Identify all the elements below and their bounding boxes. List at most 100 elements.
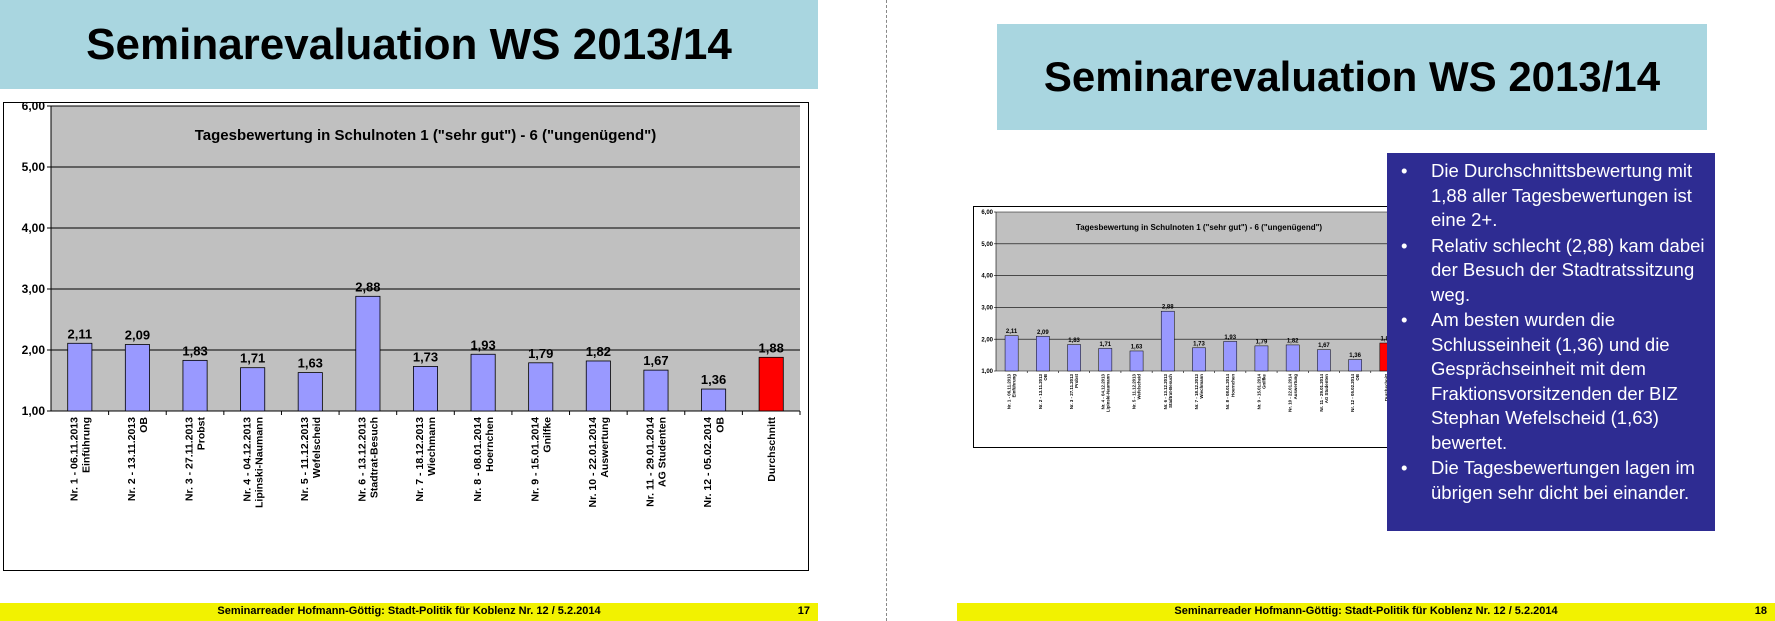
y-tick-label: 5,00 bbox=[981, 242, 993, 248]
y-tick-label: 4,00 bbox=[981, 274, 993, 280]
x-tick-label-line: Nr. 10 - 22.01.2014 bbox=[1288, 373, 1293, 411]
x-tick-label-line: Wiechmann bbox=[426, 417, 438, 476]
x-tick-label-line: Nr. 3 - 27.11.2013 bbox=[184, 417, 196, 501]
x-tick-label-line: Einführung bbox=[81, 417, 93, 473]
x-tick-label-line: Lipinski-Naumann bbox=[253, 417, 265, 508]
bullet-item: Die Durchschnittsbewertung mit 1,88 alle… bbox=[1401, 159, 1705, 233]
chart-title: Tagesbewertung in Schulnoten 1 ("sehr gu… bbox=[1076, 223, 1322, 232]
x-tick-label-line: AG Studenten bbox=[657, 417, 669, 487]
x-tick-label-line: Nr. 8 - 08.01.2014 bbox=[472, 417, 484, 502]
data-label: 1,88 bbox=[759, 340, 784, 355]
x-tick-label-line: Einführung bbox=[1012, 374, 1017, 398]
bar bbox=[701, 388, 727, 412]
page-divider bbox=[886, 0, 887, 621]
data-label: 2,09 bbox=[1037, 330, 1049, 336]
x-tick-label-line: Nr. 5 - 11.12.2013 bbox=[1132, 373, 1137, 409]
x-tick-label-line: Wefelscheid bbox=[311, 417, 323, 478]
bar bbox=[67, 342, 93, 412]
slide-footer: Seminarreader Hofmann-Göttig: Stadt-Poli… bbox=[0, 603, 818, 621]
x-tick-label-line: Nr. 12 - 05.02.2014 bbox=[702, 417, 714, 508]
x-tick-label-line: Nr. 6 - 13.12.2013 bbox=[1163, 373, 1168, 409]
bar bbox=[758, 356, 784, 412]
x-tick-label: Nr. 5 - 11.12.2013Wefelscheid bbox=[299, 417, 323, 501]
chart-large: 1,00 2,00 3,00 4,00 5,00 6,00 2,11 Nr. 1 - 06.1… bbox=[3, 99, 809, 571]
page-number: 17 bbox=[797, 605, 810, 617]
bar bbox=[643, 369, 669, 412]
x-tick-label: Nr. 7 - 18.12.2013Wiechmann bbox=[414, 417, 438, 502]
x-tick-label: Durchschnitt bbox=[766, 417, 778, 482]
x-tick-label-line: Nr. 11 - 29.01.2014 bbox=[1319, 373, 1324, 411]
y-tick-label: 4,00 bbox=[22, 221, 46, 235]
chart-small: 1,00 2,00 3,00 4,00 5,00 6,00 2,11 Nr. 1 - 06.1… bbox=[973, 206, 1409, 448]
footer-text: Seminarreader Hofmann-Göttig: Stadt-Poli… bbox=[1174, 605, 1558, 617]
data-label: 1,79 bbox=[528, 346, 553, 361]
data-label: 1,71 bbox=[1099, 342, 1111, 348]
y-tick-label: 6,00 bbox=[981, 210, 993, 216]
bar bbox=[1129, 350, 1144, 372]
x-tick-label: Nr. 9 - 15.01.2014Gnilfke bbox=[529, 417, 553, 502]
x-tick-label: Nr. 6 - 13.12.2013Stadtrat-Besuch bbox=[1163, 373, 1173, 409]
y-tick-label: 1,00 bbox=[981, 369, 993, 375]
bar bbox=[240, 367, 266, 412]
x-tick-label: Nr. 4 - 04.12.2013Lipinski-Naumann bbox=[241, 417, 265, 508]
x-tick-label: Nr. 2 - 13.11.2013OB bbox=[126, 417, 150, 501]
y-tick-label: 1,00 bbox=[22, 404, 46, 418]
x-tick-label: Nr. 3 - 27.11.2013Probst bbox=[184, 417, 208, 502]
slide-title: Seminarevaluation WS 2013/14 bbox=[997, 24, 1707, 130]
x-tick-label-line: Nr. 7 - 18.12.2013 bbox=[1194, 373, 1199, 409]
bar bbox=[413, 366, 438, 412]
bar bbox=[528, 362, 554, 412]
bar bbox=[1004, 335, 1019, 372]
data-label: 1,67 bbox=[1318, 343, 1330, 349]
data-label: 1,63 bbox=[298, 356, 323, 371]
data-label: 1,82 bbox=[1287, 338, 1299, 344]
bar bbox=[1285, 344, 1300, 372]
bar bbox=[1223, 341, 1238, 372]
x-tick-label-line: AG Studenten bbox=[1324, 374, 1329, 404]
x-tick-label: Nr. 6 - 13.12.2013Stadtrat-Besuch bbox=[357, 417, 381, 502]
x-tick-label: Nr. 11 - 29.01.2014AG Studenten bbox=[645, 417, 669, 507]
bullet-item: Die Tagesbewertungen lagen im übrigen se… bbox=[1401, 456, 1705, 505]
chart-title: Tagesbewertung in Schulnoten 1 ("sehr gu… bbox=[195, 127, 657, 144]
bar bbox=[297, 372, 323, 412]
data-label: 1,82 bbox=[586, 344, 611, 359]
y-tick-label: 3,00 bbox=[981, 306, 993, 312]
y-tick-label: 2,00 bbox=[981, 337, 993, 343]
x-tick-label-line: Wefelscheid bbox=[1137, 374, 1142, 400]
data-label: 1,63 bbox=[1131, 344, 1143, 350]
x-tick-label: Nr. 9 - 15.01.2014Gnilfke bbox=[1256, 373, 1266, 409]
y-tick-label: 6,00 bbox=[22, 103, 46, 113]
x-tick-label-line: Auswertung bbox=[599, 417, 611, 478]
x-tick-label-line: Auswertung bbox=[1293, 374, 1298, 400]
x-tick-label-line: Probst bbox=[196, 417, 208, 451]
bar bbox=[1067, 344, 1081, 372]
x-tick-label-line: Nr. 8 - 08.01.2014 bbox=[1225, 373, 1230, 409]
data-label: 1,67 bbox=[643, 353, 668, 368]
x-tick-label: Nr. 10 - 22.01.2014Auswertung bbox=[587, 417, 611, 508]
slide-footer: Seminarreader Hofmann-Göttig: Stadt-Poli… bbox=[957, 603, 1775, 621]
bar bbox=[1254, 345, 1269, 372]
bullet-item: Am besten wurden die Schlusseinheit (1,3… bbox=[1401, 308, 1705, 455]
y-tick-label: 3,00 bbox=[22, 282, 46, 296]
x-tick-label: Nr. 12 - 05.02.2014OB bbox=[702, 417, 726, 508]
x-tick-label-line: Nr. 6 - 13.12.2013 bbox=[357, 417, 369, 502]
x-tick-label: Nr. 3 - 27.11.2013Probst bbox=[1069, 373, 1079, 409]
x-tick-label: Nr. 4 - 04.12.2013Lipinski-Naumann bbox=[1100, 373, 1110, 412]
x-tick-label: Nr. 7 - 18.12.2013Wiechmann bbox=[1194, 373, 1204, 409]
plot-area bbox=[996, 212, 1402, 371]
data-label: 1,73 bbox=[413, 349, 438, 364]
bar bbox=[1192, 347, 1206, 372]
x-tick-label-line: OB bbox=[138, 417, 150, 433]
x-tick-label: Nr. 11 - 29.01.2014AG Studenten bbox=[1319, 373, 1329, 411]
x-tick-label: Nr. 1 - 06.11.2013Einführung bbox=[1007, 373, 1017, 409]
plot-area bbox=[51, 106, 800, 411]
x-tick-label-line: Probst bbox=[1074, 373, 1079, 387]
data-label: 2,09 bbox=[125, 328, 150, 343]
x-tick-label-line: Nr. 2 - 13.11.2013 bbox=[1038, 373, 1043, 409]
y-tick-label: 5,00 bbox=[22, 160, 46, 174]
data-label: 2,11 bbox=[1006, 329, 1018, 335]
slide-title: Seminarevaluation WS 2013/14 bbox=[0, 0, 818, 89]
data-label: 2,88 bbox=[1162, 305, 1174, 311]
x-tick-label-line: Gnilfke bbox=[541, 417, 553, 453]
x-tick-label: Nr. 8 - 08.01.2014Hoernchen bbox=[472, 417, 496, 502]
